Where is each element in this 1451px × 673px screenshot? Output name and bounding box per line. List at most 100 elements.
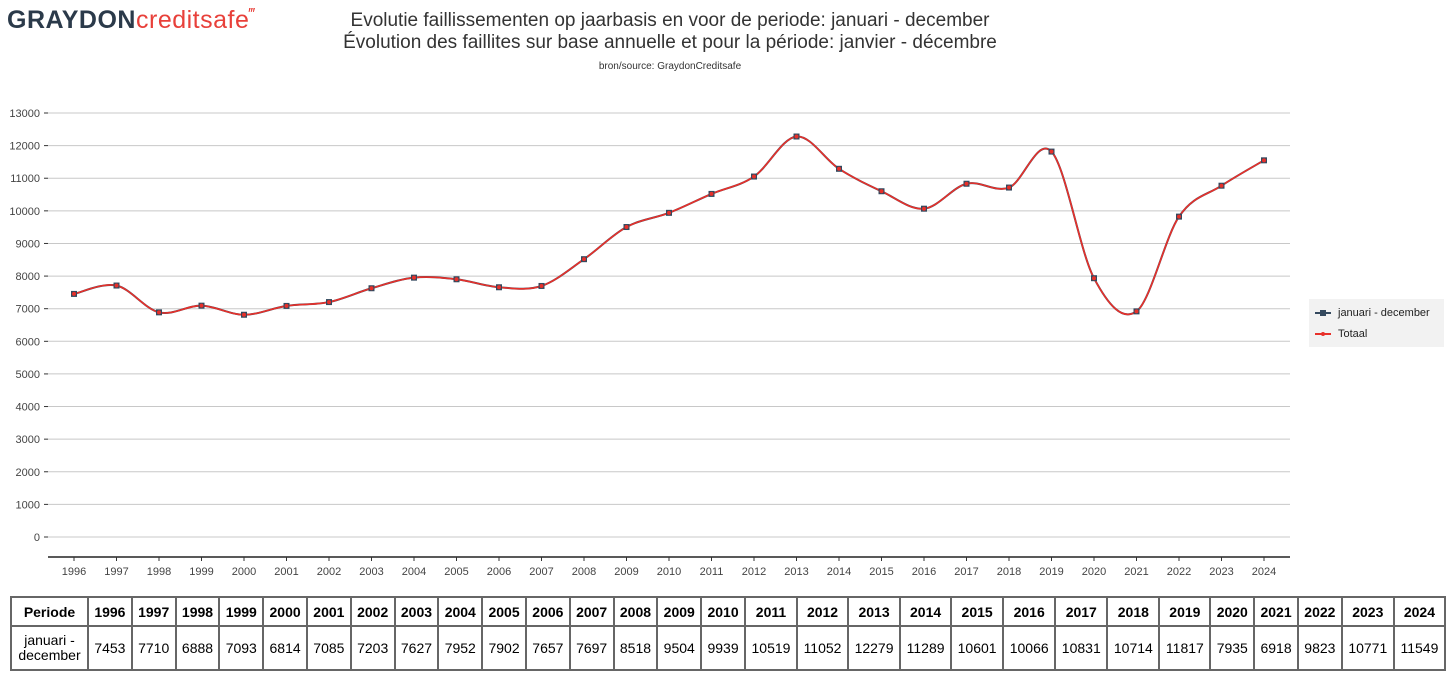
header-year: 2016 xyxy=(1002,596,1057,627)
header-year: 2004 xyxy=(437,596,484,627)
x-tick-label: 1998 xyxy=(147,566,171,578)
graydon-creditsafe-logo: GRAYDONcreditsafe‴ xyxy=(7,6,256,34)
data-point-totaal xyxy=(327,300,331,305)
chart-legend: januari - december Totaal xyxy=(1309,299,1444,347)
header-year: 2005 xyxy=(481,596,527,627)
x-tick-label: 2005 xyxy=(444,566,468,578)
table-cell-value: 6918 xyxy=(1253,625,1299,671)
x-tick-label: 2004 xyxy=(402,566,426,578)
header-year: 2006 xyxy=(524,596,571,627)
table-cell-value: 10714 xyxy=(1106,625,1161,671)
y-tick-label: 9000 xyxy=(16,238,40,250)
x-tick-label: 2022 xyxy=(1167,566,1191,578)
table-cell-value: 10601 xyxy=(950,625,1005,671)
chart-source: bron/source: GraydonCreditsafe xyxy=(598,61,742,72)
x-tick-label: 2019 xyxy=(1039,566,1063,578)
legend-label: Totaal xyxy=(1338,328,1368,340)
header-year: 2015 xyxy=(950,596,1005,627)
header-year: 2023 xyxy=(1340,596,1395,627)
data-point-totaal xyxy=(752,174,756,179)
header-year: 2001 xyxy=(305,596,352,627)
data-point-totaal xyxy=(837,166,841,171)
header-year: 2024 xyxy=(1392,596,1447,627)
header-year: 1997 xyxy=(130,596,177,627)
legend-dot-marker-icon xyxy=(1315,328,1331,340)
data-point-totaal xyxy=(879,189,884,194)
y-tick-label: 5000 xyxy=(16,369,40,381)
legend-label: januari - december xyxy=(1338,307,1430,319)
header-year: 2011 xyxy=(743,596,799,627)
header-year: 2007 xyxy=(568,596,615,627)
table-cell-value: 8518 xyxy=(612,625,659,671)
y-tick-label: 7000 xyxy=(16,304,40,316)
table-cell-value: 11289 xyxy=(899,625,953,671)
y-tick-label: 3000 xyxy=(16,434,40,446)
table-cell-value: 12279 xyxy=(847,625,902,671)
title-line-2: Évolution des faillites sur base annuell… xyxy=(343,32,997,53)
table-cell-value: 7093 xyxy=(218,625,265,671)
table-cell-value: 6888 xyxy=(174,625,221,671)
data-point-totaal xyxy=(199,303,204,308)
x-tick-label: 2014 xyxy=(827,566,851,578)
x-tick-label: 2006 xyxy=(487,566,511,578)
table-cell-value: 7085 xyxy=(305,625,352,671)
table-cell-value: 7203 xyxy=(349,625,396,671)
table-row: januari - december 7453 7710 6888 7093 6814 7… xyxy=(10,625,1447,671)
table-cell-value: 10519 xyxy=(743,625,799,671)
data-point-totaal xyxy=(624,225,629,230)
table-cell-value: 7710 xyxy=(130,625,177,671)
table-cell-value: 7453 xyxy=(87,625,133,671)
x-tick-label: 2023 xyxy=(1209,566,1233,578)
header-year: 1998 xyxy=(174,596,221,627)
header-year: 2018 xyxy=(1106,596,1161,627)
x-tick-label: 2000 xyxy=(232,566,256,578)
y-tick-label: 11000 xyxy=(10,173,40,185)
table-cell-value: 9939 xyxy=(700,625,746,671)
x-tick-label: 2013 xyxy=(784,566,808,578)
line-chart: 0 1000 2000 3000 4000 5000 6000 7000 8000 9000 100… xyxy=(9,108,1290,578)
header-year: 2000 xyxy=(262,596,308,627)
data-point-totaal xyxy=(1262,158,1266,163)
series-line-januari-december xyxy=(73,135,1265,316)
x-tick-label: 1997 xyxy=(104,566,128,578)
table-cell-value: 7935 xyxy=(1209,625,1256,671)
data-point-totaal xyxy=(242,312,246,317)
x-tick-label: 2021 xyxy=(1124,566,1148,578)
series-line-totaal xyxy=(73,135,1265,316)
table-cell-value: 7697 xyxy=(568,625,615,671)
table-cell-value: 7627 xyxy=(393,625,440,671)
table-cell-value: 10831 xyxy=(1054,625,1109,671)
header-year: 2021 xyxy=(1253,596,1299,627)
table-cell-value: 7902 xyxy=(481,625,527,671)
x-tick-label: 2018 xyxy=(997,566,1021,578)
header-year: 2010 xyxy=(700,596,746,627)
table-header-row: Periode 1996 1997 1998 1999 2000 2001 2002 2003… xyxy=(10,596,1447,627)
legend-item-januari-december: januari - december xyxy=(1315,305,1430,321)
x-tick-label: 2001 xyxy=(274,566,298,578)
header-year: 2020 xyxy=(1209,596,1256,627)
header-year: 2002 xyxy=(349,596,396,627)
table-cell-value: 11817 xyxy=(1158,625,1212,671)
title-line-1: Evolutie faillissementen op jaarbasis en… xyxy=(350,10,990,31)
data-point-totaal xyxy=(922,206,926,211)
data-point-totaal xyxy=(709,191,714,196)
data-point-totaal xyxy=(369,286,374,291)
header-year: 2012 xyxy=(796,596,850,627)
x-tick-label: 2020 xyxy=(1082,566,1106,578)
x-tick-label: 2007 xyxy=(529,566,553,578)
legend-square-marker-icon xyxy=(1315,307,1331,319)
chart-title: Evolutie faillissementen op jaarbasis en… xyxy=(250,10,1090,54)
header-year: 2014 xyxy=(899,596,953,627)
data-point-totaal xyxy=(1219,183,1224,188)
x-tick-label: 1996 xyxy=(62,566,86,578)
table-cell-value: 7952 xyxy=(437,625,484,671)
y-tick-label: 4000 xyxy=(16,402,40,414)
data-point-totaal xyxy=(1134,309,1139,314)
header-periode: Periode xyxy=(10,596,89,627)
y-tick-label: 6000 xyxy=(16,336,40,348)
data-point-totaal xyxy=(1049,149,1054,154)
header-year: 2008 xyxy=(612,596,659,627)
data-point-totaal xyxy=(539,283,544,288)
data-table: Periode 1996 1997 1998 1999 2000 2001 2002 2003… xyxy=(10,596,1447,671)
data-point-totaal xyxy=(454,277,459,282)
